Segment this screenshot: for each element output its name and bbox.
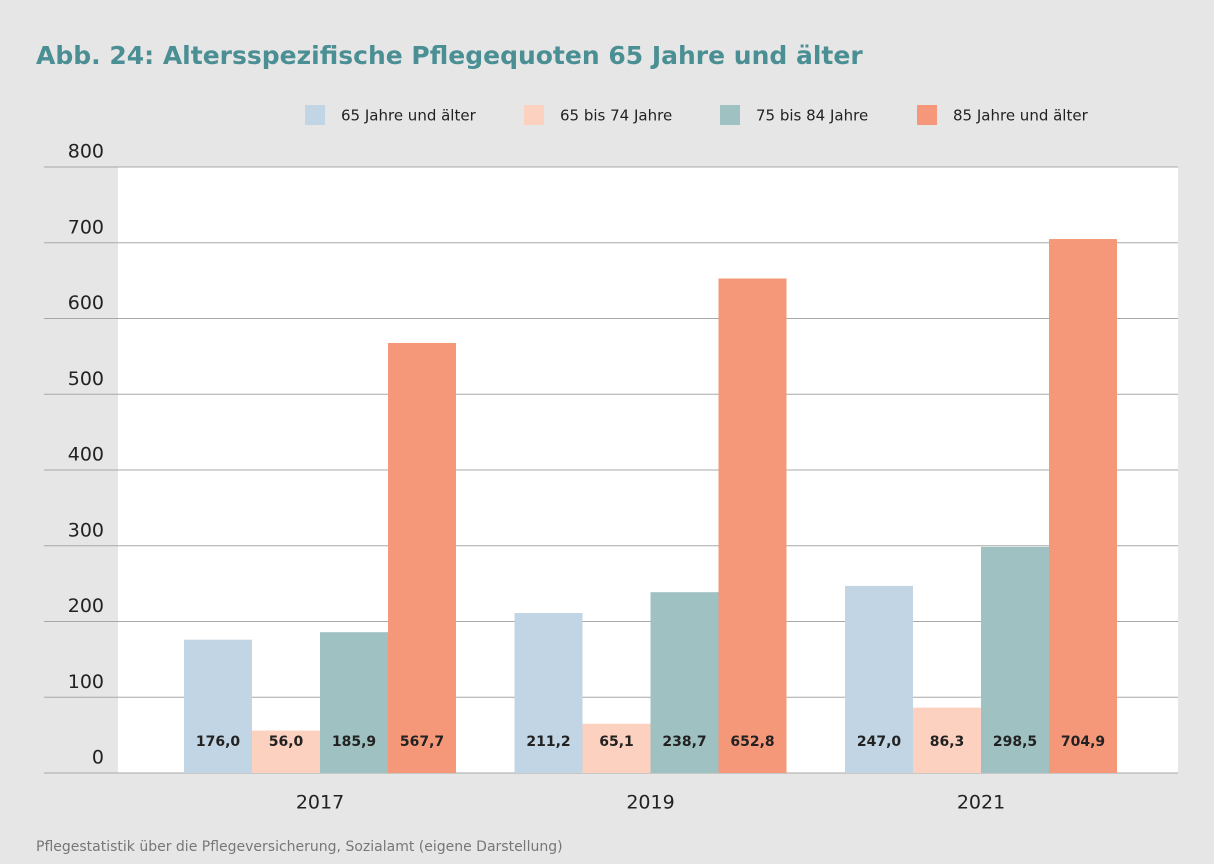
legend-label: 65 bis 74 Jahre bbox=[560, 107, 672, 125]
bar bbox=[184, 639, 252, 773]
legend-swatch bbox=[917, 105, 937, 125]
value-label: 56,0 bbox=[269, 734, 304, 750]
bar bbox=[1049, 239, 1117, 773]
value-label: 704,9 bbox=[1061, 734, 1105, 750]
legend-swatch bbox=[305, 105, 325, 125]
bar bbox=[252, 730, 320, 773]
bar bbox=[388, 342, 456, 773]
bar bbox=[582, 723, 651, 773]
value-label: 176,0 bbox=[196, 734, 241, 750]
value-label: 65,1 bbox=[599, 734, 634, 750]
value-label: 652,8 bbox=[730, 734, 774, 750]
legend-swatch bbox=[524, 105, 544, 125]
y-tick-label: 800 bbox=[68, 141, 104, 163]
value-label: 298,5 bbox=[993, 734, 1037, 750]
value-label: 238,7 bbox=[662, 734, 706, 750]
value-label: 567,7 bbox=[400, 734, 444, 750]
y-tick-label: 600 bbox=[68, 292, 104, 314]
bar bbox=[981, 546, 1049, 773]
bar bbox=[650, 592, 719, 773]
legend-label: 65 Jahre und älter bbox=[341, 107, 477, 125]
source: Pflegestatistik über die Pflegeversicher… bbox=[36, 839, 563, 855]
bar bbox=[845, 585, 913, 773]
y-tick-label: 200 bbox=[68, 595, 104, 617]
x-tick-label: 2021 bbox=[957, 792, 1005, 814]
bar bbox=[718, 278, 787, 773]
y-tick-label: 700 bbox=[68, 216, 104, 238]
value-label: 247,0 bbox=[857, 734, 902, 750]
legend-label: 75 bis 84 Jahre bbox=[756, 107, 868, 125]
bar bbox=[913, 707, 981, 773]
legend-swatch bbox=[720, 105, 740, 125]
y-tick-label: 0 bbox=[92, 747, 104, 769]
y-tick-label: 400 bbox=[68, 444, 104, 466]
x-tick-label: 2017 bbox=[296, 792, 344, 814]
legend-label: 85 Jahre und älter bbox=[953, 107, 1089, 125]
bar bbox=[320, 632, 388, 773]
bar bbox=[514, 613, 583, 773]
value-label: 211,2 bbox=[526, 734, 570, 750]
y-tick-label: 100 bbox=[68, 671, 104, 693]
x-tick-label: 2019 bbox=[626, 792, 674, 814]
chart-title: Abb. 24: Altersspezifische Pflegequoten … bbox=[36, 41, 863, 70]
y-tick-label: 500 bbox=[68, 368, 104, 390]
value-label: 86,3 bbox=[930, 734, 965, 750]
y-tick-label: 300 bbox=[68, 519, 104, 541]
value-label: 185,9 bbox=[332, 734, 376, 750]
